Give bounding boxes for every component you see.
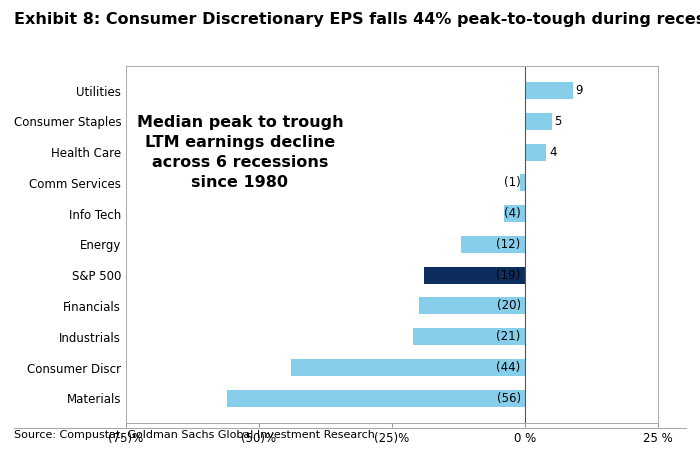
Bar	[519, 174, 525, 191]
Text: Source: Compustat, Goldman Sachs Global Investment Research: Source: Compustat, Goldman Sachs Global …	[14, 430, 375, 440]
Text: (56): (56)	[496, 392, 521, 405]
Text: 9: 9	[575, 84, 583, 97]
Bar	[525, 113, 552, 130]
Bar	[461, 236, 525, 253]
Bar	[413, 328, 525, 345]
Bar	[424, 266, 525, 283]
Text: 4: 4	[549, 146, 557, 158]
Text: 5: 5	[554, 115, 561, 128]
Text: (20): (20)	[496, 299, 521, 313]
Text: (44): (44)	[496, 361, 521, 374]
Text: (19): (19)	[496, 269, 521, 282]
Text: (12): (12)	[496, 238, 521, 251]
Text: Exhibit 8: Consumer Discretionary EPS falls 44% peak-to-tough during recessions: Exhibit 8: Consumer Discretionary EPS fa…	[14, 12, 700, 27]
Bar	[419, 298, 525, 314]
Bar	[504, 205, 525, 222]
Bar	[525, 82, 573, 99]
Text: (4): (4)	[504, 207, 521, 220]
Text: (21): (21)	[496, 330, 521, 343]
Bar	[227, 390, 525, 407]
Bar	[525, 144, 546, 161]
Text: Median peak to trough
LTM earnings decline
across 6 recessions
since 1980: Median peak to trough LTM earnings decli…	[136, 115, 343, 189]
Bar	[291, 359, 525, 376]
Text: (1): (1)	[504, 176, 521, 189]
